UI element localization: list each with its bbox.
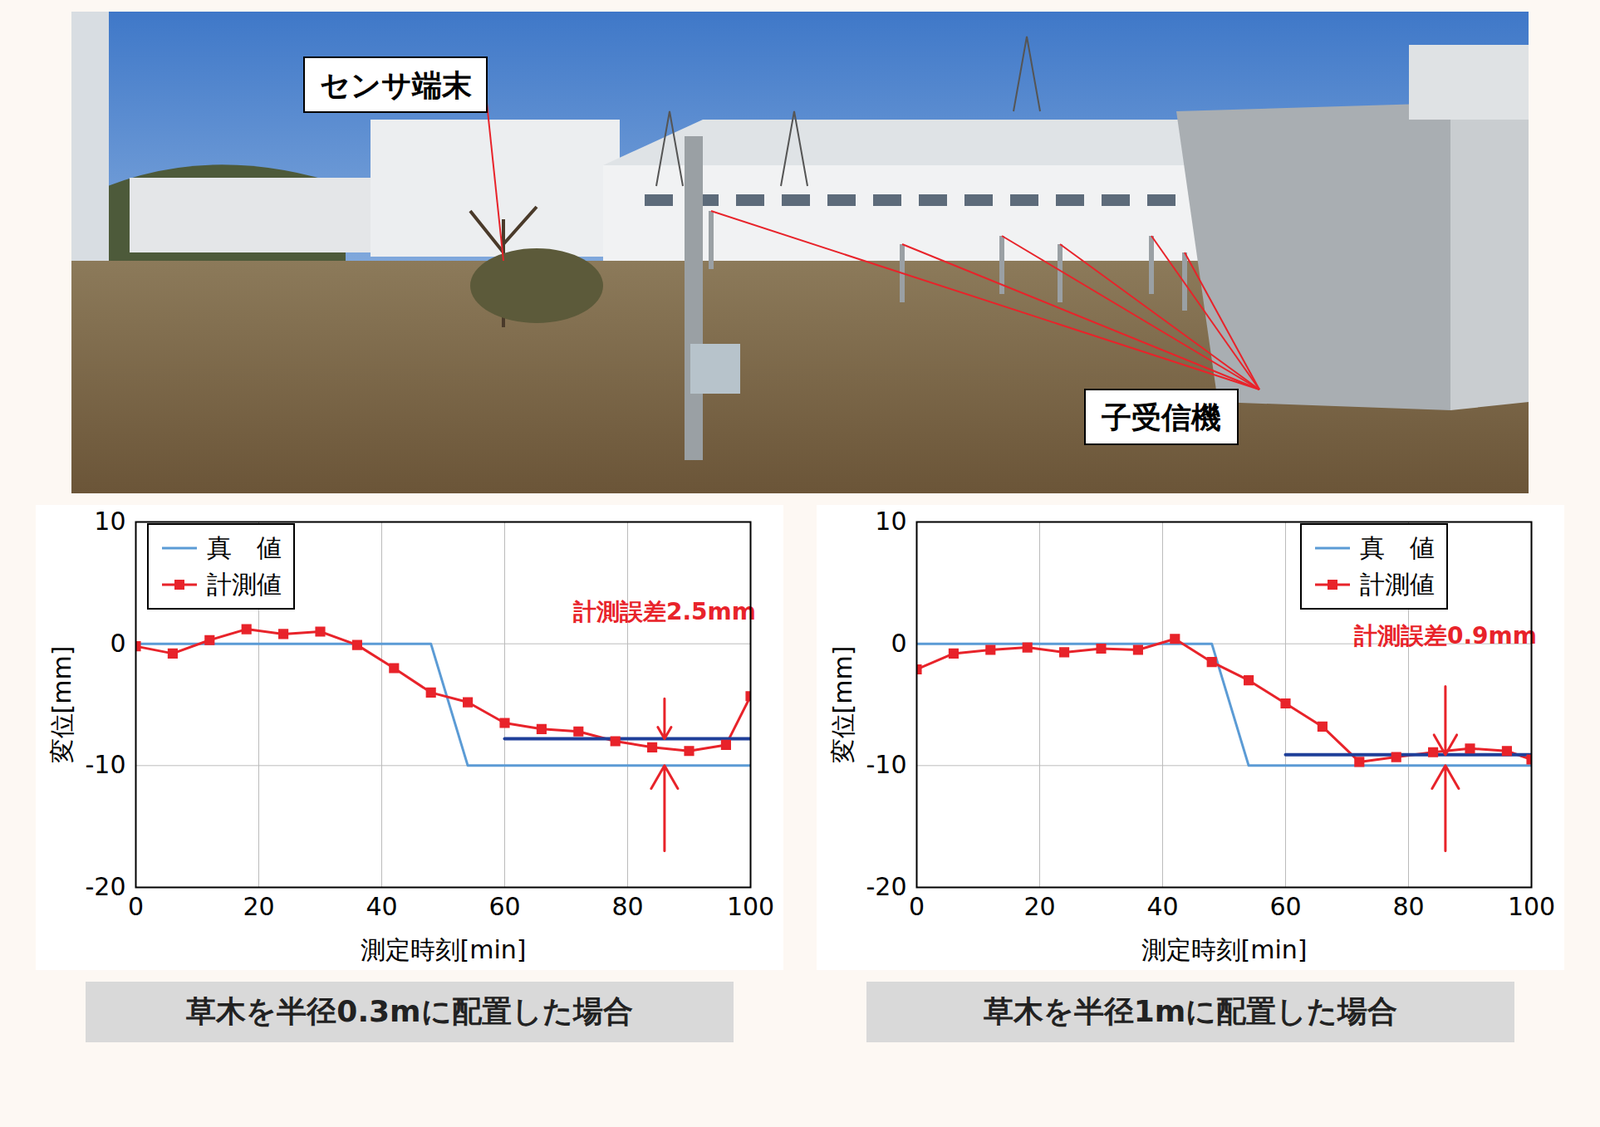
svg-text:計測誤差0.9mm: 計測誤差0.9mm [1353,622,1537,650]
html-text:真 値: 真 値 [206,533,282,563]
svg-text:100: 100 [1507,892,1556,922]
svg-text:100: 100 [726,892,775,922]
html-text:草木を半径0.3mに配置した場合: 草木を半径0.3mに配置した場合 [186,994,633,1029]
svg-text:10: 10 [93,506,126,536]
svg-text:-10: -10 [866,750,908,780]
svg-text:10: 10 [874,506,907,536]
svg-text:計測誤差2.5mm: 計測誤差2.5mm [572,598,756,626]
svg-text:子受信機: 子受信機 [1101,400,1222,435]
svg-text:0: 0 [109,628,126,658]
svg-text:変位[mm]: 変位[mm] [47,646,77,765]
html-text:真 値: 真 値 [1359,533,1435,563]
svg-text:20: 20 [1023,892,1056,922]
svg-text:60: 60 [1269,892,1301,922]
svg-text:0: 0 [890,628,907,658]
svg-text:-10: -10 [85,750,127,780]
svg-text:-20: -20 [85,872,127,902]
svg-text:測定時刻[min]: 測定時刻[min] [1141,935,1308,965]
svg-text:0: 0 [127,892,144,922]
svg-text:20: 20 [242,892,275,922]
svg-text:変位[mm]: 変位[mm] [828,646,858,765]
svg-text:センサ端末: センサ端末 [319,68,472,103]
svg-text:測定時刻[min]: 測定時刻[min] [360,935,527,965]
svg-text:40: 40 [1146,892,1178,922]
svg-text:60: 60 [488,892,521,922]
svg-text:0: 0 [908,892,925,922]
svg-text:40: 40 [365,892,398,922]
html-text:草木を半径1mに配置した場合: 草木を半径1mに配置した場合 [983,994,1398,1029]
svg-text:-20: -20 [866,872,908,902]
html-text:計測値: 計測値 [206,569,282,599]
svg-text:80: 80 [1392,892,1424,922]
html-text:計測値: 計測値 [1359,569,1435,599]
svg-text:80: 80 [611,892,643,922]
